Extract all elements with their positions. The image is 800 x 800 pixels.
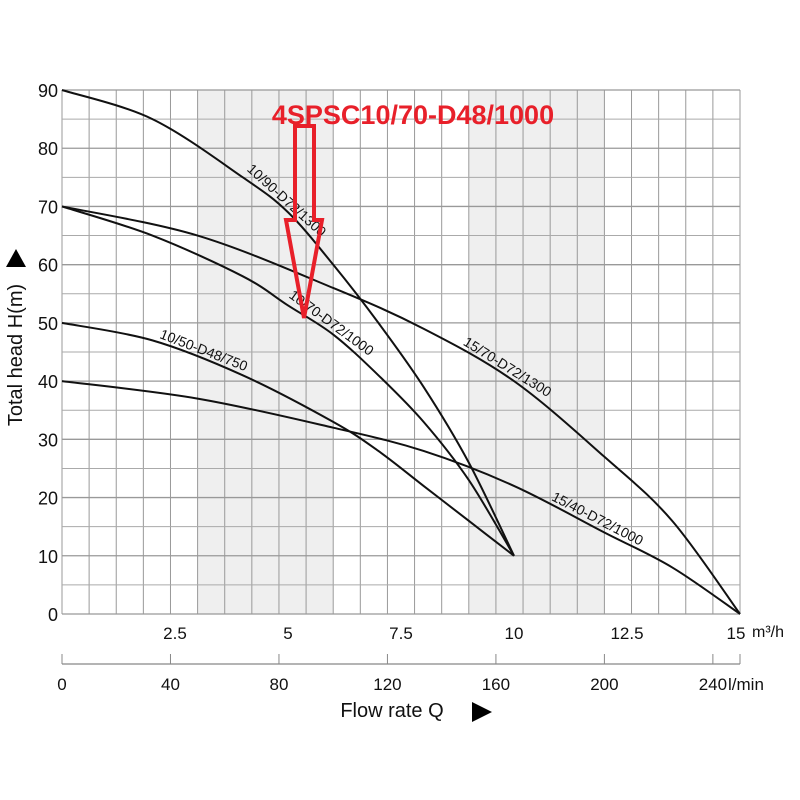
- x2-tick-label: 0: [57, 675, 66, 694]
- y-tick-label: 20: [38, 489, 58, 509]
- y-axis-title: Total head H(m): [5, 284, 27, 426]
- y-tick-label: 30: [38, 430, 58, 450]
- curve-10-50-D48-750: [61, 321, 515, 557]
- x-tick-label: 5: [283, 624, 292, 643]
- x-tick-label: 15: [727, 624, 746, 643]
- arrow-down-icon: [283, 124, 325, 319]
- x2-tick-label: 80: [269, 675, 288, 694]
- y-tick-label: 10: [38, 547, 58, 567]
- x-tick-label: 2.5: [163, 624, 187, 643]
- y-tick-label: 70: [38, 197, 58, 217]
- y-tick-label: 40: [38, 372, 58, 392]
- x-axis-arrow-icon: [472, 702, 492, 722]
- x-tick-label: 10: [505, 624, 524, 643]
- x2-tick-label: 240: [699, 675, 727, 694]
- x2-unit-label: l/min: [728, 675, 764, 694]
- x-tick-label: 7.5: [389, 624, 413, 643]
- x-axis-title: Flow rate Q: [340, 700, 443, 722]
- x2-tick-label: 160: [482, 675, 510, 694]
- x2-tick-label: 200: [590, 675, 618, 694]
- y-axis-arrow-icon: [6, 249, 26, 267]
- curve-10-70-D72-1000: [61, 205, 515, 557]
- curve-10-90-D72-1300: [61, 89, 515, 557]
- x-unit-label: m³/h: [752, 624, 784, 641]
- curve-15-40-D72-1000: [61, 380, 741, 615]
- curve-15-70-D72-1300: [61, 205, 741, 615]
- x2-tick-label: 120: [373, 675, 401, 694]
- y-tick-label: 80: [38, 139, 58, 159]
- y-tick-label: 50: [38, 314, 58, 334]
- x2-tick-label: 40: [161, 675, 180, 694]
- y-tick-label: 60: [38, 256, 58, 276]
- x-tick-label: 12.5: [610, 624, 643, 643]
- y-tick-label: 90: [38, 81, 58, 101]
- y-tick-label: 0: [48, 605, 58, 625]
- model-annotation: 4SPSC10/70-D48/1000: [272, 100, 554, 130]
